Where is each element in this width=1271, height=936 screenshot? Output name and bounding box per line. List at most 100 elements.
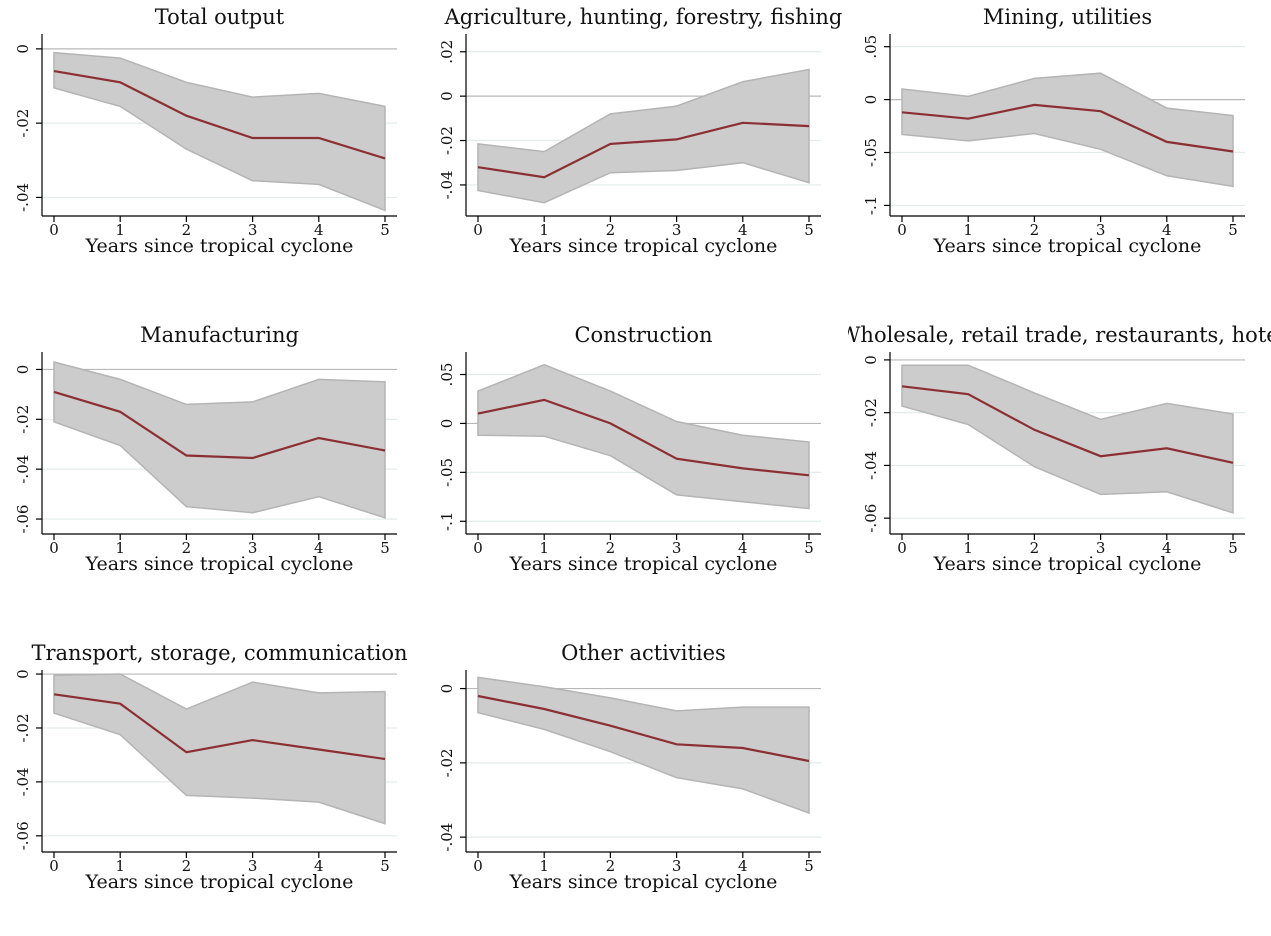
x-tick-label: 1 <box>539 539 549 557</box>
chart-title: Total output <box>155 5 285 29</box>
x-tick-label: 1 <box>963 539 973 557</box>
x-tick-label: 2 <box>606 539 616 557</box>
x-tick-label: 5 <box>1228 539 1238 557</box>
confidence-band <box>477 68 810 204</box>
y-tick-label: -.04 <box>438 823 456 852</box>
estimate-line <box>477 121 810 179</box>
chart-svg: Mining, utilities .05 0 -.05 -.1 0 1 2 3 4 5 Years … <box>862 5 1245 257</box>
estimate-line <box>53 70 386 160</box>
estimate-line <box>901 103 1234 153</box>
y-tick-label: -.04 <box>862 451 880 480</box>
x-tick-label: 1 <box>115 857 125 875</box>
x-tick-label: 0 <box>897 221 907 239</box>
x-axis-label: Years since tropical cyclone <box>85 871 354 893</box>
x-tick-label: 2 <box>182 539 192 557</box>
x-axis-label: Years since tropical cyclone <box>85 235 354 257</box>
chart-title: Wholesale, retail trade, restaurants, ho… <box>848 323 1271 347</box>
x-tick-label: 0 <box>49 221 59 239</box>
confidence-band <box>53 673 386 825</box>
x-axis-label: Years since tropical cyclone <box>509 553 778 575</box>
x-tick-label: 2 <box>182 221 192 239</box>
chart-title: Mining, utilities <box>983 5 1152 29</box>
x-axis-label: Years since tropical cyclone <box>933 235 1202 257</box>
y-tick-label: 0 <box>14 44 32 54</box>
y-tick-label: -.02 <box>14 405 32 434</box>
y-tick-label: 0 <box>14 365 32 375</box>
x-axis-label: Years since tropical cyclone <box>85 553 354 575</box>
y-tick-label: .05 <box>862 35 880 59</box>
confidence-band <box>477 363 810 510</box>
chart-panel: Construction .05 0 -.05 -.1 0 1 2 3 4 5 Years since… <box>424 318 847 618</box>
x-tick-label: 3 <box>672 539 682 557</box>
estimate-line <box>53 693 386 761</box>
estimate-line <box>477 398 810 477</box>
x-tick-label: 5 <box>804 857 814 875</box>
x-tick-label: 4 <box>738 221 748 239</box>
chart-panel: Agriculture, hunting, forestry, fishing.… <box>424 0 847 300</box>
x-tick-label: 0 <box>897 539 907 557</box>
x-tick-label: 5 <box>380 539 390 557</box>
x-tick-label: 4 <box>314 539 324 557</box>
x-tick-label: 3 <box>1096 221 1106 239</box>
y-tick-label: -.04 <box>14 455 32 484</box>
x-tick-label: 1 <box>539 221 549 239</box>
y-tick-label: 0 <box>438 91 456 101</box>
x-tick-label: 1 <box>115 221 125 239</box>
y-tick-label: -.04 <box>14 767 32 796</box>
chart-svg: Agriculture, hunting, forestry, fishing.… <box>438 5 843 257</box>
y-tick-label: .05 <box>438 363 456 387</box>
y-tick-label: 0 <box>438 684 456 694</box>
y-tick-label: -.02 <box>438 126 456 155</box>
chart-panel: Other activities 0 -.02 -.04 0 1 2 3 4 5 Years sin… <box>424 636 847 936</box>
chart-panel: Mining, utilities .05 0 -.05 -.1 0 1 2 3 4 5 Years … <box>848 0 1271 300</box>
x-tick-label: 3 <box>248 539 258 557</box>
x-tick-label: 5 <box>380 221 390 239</box>
estimate-line <box>901 385 1234 464</box>
x-tick-label: 4 <box>1162 221 1172 239</box>
x-tick-label: 3 <box>248 221 258 239</box>
chart-panel: Total output 0 -.02 -.04 0 1 2 3 4 5 Years since t… <box>0 0 423 300</box>
confidence-band <box>53 51 386 212</box>
y-tick-label: .02 <box>438 40 456 64</box>
y-tick-label: -.05 <box>438 458 456 487</box>
chart-title: Manufacturing <box>140 323 299 347</box>
x-tick-label: 2 <box>606 221 616 239</box>
chart-title: Agriculture, hunting, forestry, fishing <box>444 5 843 29</box>
y-tick-label: -.04 <box>14 183 32 212</box>
y-tick-label: 0 <box>862 95 880 105</box>
x-tick-label: 2 <box>182 857 192 875</box>
y-tick-label: -.02 <box>862 398 880 427</box>
chart-svg: Construction .05 0 -.05 -.1 0 1 2 3 4 5 Years since… <box>438 323 821 575</box>
y-tick-label: -.02 <box>438 748 456 777</box>
x-axis-label: Years since tropical cyclone <box>509 235 778 257</box>
x-tick-label: 0 <box>473 857 483 875</box>
x-tick-label: 2 <box>1030 539 1040 557</box>
chart-svg: Other activities 0 -.02 -.04 0 1 2 3 4 5 Years sin… <box>438 641 821 893</box>
x-tick-label: 0 <box>473 221 483 239</box>
chart-title: Transport, storage, communication <box>31 641 407 665</box>
confidence-band <box>901 72 1234 188</box>
y-tick-label: -.02 <box>14 714 32 743</box>
x-tick-label: 2 <box>1030 221 1040 239</box>
x-tick-label: 4 <box>314 221 324 239</box>
chart-title: Construction <box>574 323 712 347</box>
estimate-line <box>477 694 810 763</box>
chart-panel: Manufacturing 0 -.02 -.04 -.06 0 1 2 3 4 5 Years si… <box>0 318 423 618</box>
x-tick-label: 0 <box>473 539 483 557</box>
x-tick-label: 5 <box>804 221 814 239</box>
x-tick-label: 1 <box>963 221 973 239</box>
y-tick-label: -.05 <box>862 138 880 167</box>
confidence-band <box>53 361 386 519</box>
x-tick-label: 5 <box>804 539 814 557</box>
chart-svg: Manufacturing 0 -.02 -.04 -.06 0 1 2 3 4 5 Years si… <box>14 323 397 575</box>
x-tick-label: 2 <box>606 857 616 875</box>
x-tick-label: 3 <box>1096 539 1106 557</box>
y-tick-label: 0 <box>438 419 456 429</box>
y-tick-label: 0 <box>14 669 32 679</box>
chart-svg: Wholesale, retail trade, restaurants, ho… <box>848 323 1271 575</box>
confidence-band <box>477 676 810 815</box>
y-tick-label: 0 <box>862 355 880 365</box>
x-tick-label: 1 <box>539 857 549 875</box>
x-tick-label: 3 <box>672 857 682 875</box>
chart-panel: Transport, storage, communication 0 -.02 -.… <box>0 636 423 936</box>
